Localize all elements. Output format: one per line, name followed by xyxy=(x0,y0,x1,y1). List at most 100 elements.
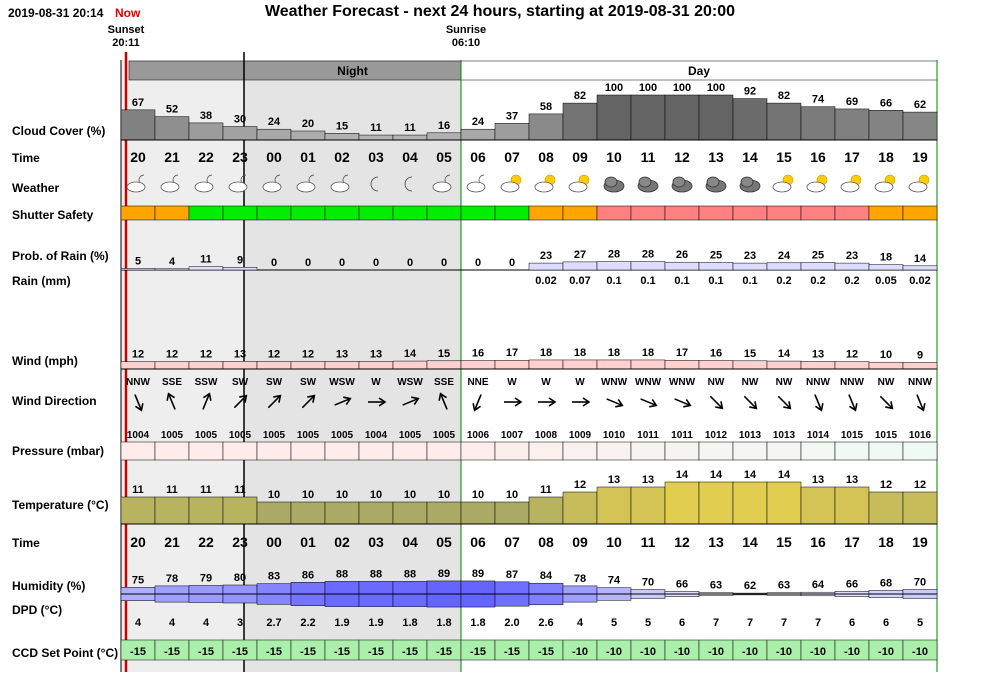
temperature-value: 13 xyxy=(642,474,654,486)
wind-bar xyxy=(426,360,462,370)
arrow-head xyxy=(683,399,692,408)
cloud-value: 30 xyxy=(234,114,246,126)
pressure-cell xyxy=(596,441,632,461)
cloud-shape xyxy=(296,181,316,193)
cloud-value: 100 xyxy=(673,82,691,94)
dpd-value: 1.8 xyxy=(402,617,417,629)
dpd-value: 6 xyxy=(849,617,855,629)
wind-bar xyxy=(324,361,360,370)
cloud-bar xyxy=(766,102,802,141)
arrow-shaft xyxy=(440,394,448,410)
partly-cloudy-day-icon xyxy=(874,174,896,193)
ccd-value: -10 xyxy=(674,646,690,658)
cloud-value: 82 xyxy=(778,90,790,102)
pressure-value: 1009 xyxy=(569,430,592,441)
temperature-bar xyxy=(766,481,802,525)
partly-cloudy-night-icon xyxy=(466,174,486,193)
wind-value: 17 xyxy=(676,347,688,359)
wind-bar xyxy=(494,359,530,370)
pressure-cell xyxy=(290,441,326,461)
pressure-cell xyxy=(188,441,224,461)
pressure-cell xyxy=(528,441,564,461)
time-label: 09 xyxy=(572,534,588,550)
arrow-shaft xyxy=(202,394,210,410)
wind-bar xyxy=(290,361,326,370)
pressure-cell xyxy=(358,441,394,461)
cloud-shape xyxy=(568,181,588,193)
cloud-shape xyxy=(262,181,282,193)
rain-prob-value: 0 xyxy=(475,257,481,269)
arrow-head xyxy=(378,397,387,407)
cloud-value: 11 xyxy=(370,122,382,134)
cloud-bar xyxy=(732,98,768,141)
wind-arrow-icon xyxy=(166,392,176,410)
partly-cloudy-day-icon xyxy=(840,174,862,193)
ccd-value: -15 xyxy=(198,646,214,658)
wind-bar xyxy=(120,361,156,370)
time-label: 14 xyxy=(742,534,758,550)
arrow-head xyxy=(135,403,144,412)
cloud-shape xyxy=(840,181,860,193)
dpd-value: 4 xyxy=(169,617,176,629)
temperature-bar xyxy=(664,481,700,525)
shutter-cell xyxy=(868,205,904,221)
dpd-value: 7 xyxy=(815,617,821,629)
time-label: 02 xyxy=(334,149,350,165)
wind-bar xyxy=(562,359,598,370)
rain-prob-value: 9 xyxy=(237,254,243,266)
temperature-value: 12 xyxy=(574,479,586,491)
pressure-value: 1005 xyxy=(331,430,354,441)
pressure-cell xyxy=(698,441,734,461)
temperature-bar xyxy=(290,501,326,525)
label-time-bottom: Time xyxy=(12,536,40,550)
temperature-value: 13 xyxy=(608,474,620,486)
pressure-value: 1008 xyxy=(535,430,558,441)
wind-direction-label: NNW xyxy=(840,377,864,388)
temperature-bar xyxy=(596,486,632,525)
label-shutter-safety: Shutter Safety xyxy=(12,208,94,222)
humidity-value: 63 xyxy=(710,580,722,592)
time-label: 08 xyxy=(538,149,554,165)
wind-arrow-icon xyxy=(202,392,212,410)
cloud-bar xyxy=(596,94,632,141)
humidity-value: 83 xyxy=(268,571,280,583)
humidity-value: 89 xyxy=(472,568,484,580)
arrow-head xyxy=(514,397,523,407)
time-label: 09 xyxy=(572,149,588,165)
overcast-puff xyxy=(672,176,686,188)
cloud-value: 66 xyxy=(880,97,892,109)
time-label: 05 xyxy=(436,149,452,165)
cloud-shape xyxy=(908,181,928,193)
temperature-bar xyxy=(120,496,156,525)
time-label: 04 xyxy=(402,534,418,550)
time-label: 21 xyxy=(164,149,180,165)
temperature-value: 13 xyxy=(812,474,824,486)
wind-arrow-icon xyxy=(777,395,792,410)
rain-prob-bar xyxy=(630,261,666,271)
pressure-value: 1005 xyxy=(297,430,320,441)
shutter-cell xyxy=(834,205,870,221)
cloud-shape xyxy=(466,181,486,193)
temperature-bar xyxy=(358,501,394,525)
arrow-head xyxy=(582,397,591,407)
wind-value: 12 xyxy=(302,349,314,361)
time-label: 11 xyxy=(641,149,656,165)
time-label: 15 xyxy=(776,534,792,550)
cloud-bar xyxy=(664,94,700,141)
label-wind-direction: Wind Direction xyxy=(12,394,97,408)
cloud-value: 24 xyxy=(268,116,281,128)
sunset-marker: Sunset 20:11 xyxy=(105,24,147,50)
humidity-value: 66 xyxy=(846,578,858,590)
dpd-value: 1.8 xyxy=(470,617,485,629)
partly-cloudy-day-icon xyxy=(772,174,794,193)
humidity-value: 78 xyxy=(166,573,178,585)
shutter-cell xyxy=(800,205,836,221)
cloud-shape xyxy=(194,181,214,193)
time-label: 06 xyxy=(470,534,486,550)
arrow-head xyxy=(438,392,447,401)
overcast-icon xyxy=(671,176,693,193)
pressure-cell xyxy=(494,441,530,461)
wind-arrow-icon xyxy=(301,394,316,409)
label-weather: Weather xyxy=(12,181,60,195)
wind-bar xyxy=(528,359,564,370)
